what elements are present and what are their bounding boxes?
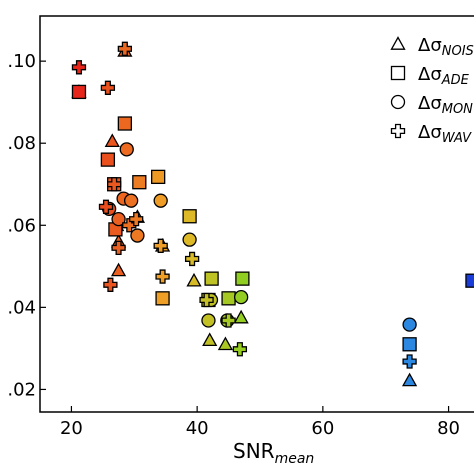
square-point <box>71 84 87 100</box>
y-tick-label: .04 <box>7 297 36 318</box>
legend-label-main: Δσ <box>418 122 442 143</box>
data-points <box>71 41 474 387</box>
x-tick-label: 60 <box>311 418 334 439</box>
square-point <box>182 209 197 224</box>
triangle-point <box>104 133 120 148</box>
axis-ticks: 20 40 60 80 .02 .04 .06 .08 .10 <box>7 51 460 439</box>
triangle-point <box>186 272 202 287</box>
triangle-point <box>202 332 218 347</box>
cross-point <box>153 238 168 253</box>
cross-point <box>155 269 170 284</box>
y-tick-label: .10 <box>7 51 36 72</box>
square-point <box>402 337 417 352</box>
legend-label-sub: ADE <box>441 73 470 88</box>
triangle-point <box>217 336 234 351</box>
square-point <box>465 273 474 288</box>
legend-cross-marker <box>390 123 406 139</box>
circle-point <box>402 317 417 332</box>
cross-point <box>122 218 137 233</box>
circle-point <box>123 193 139 208</box>
cross-point <box>98 199 114 214</box>
cross-point <box>184 251 200 267</box>
cross-point <box>199 292 214 308</box>
square-point <box>235 271 250 286</box>
cross-point <box>71 60 87 75</box>
legend-label-sub: NOIS <box>442 44 474 59</box>
legend-label: ΔσMON <box>418 93 473 117</box>
x-axis-label-main: SNR <box>233 439 275 463</box>
square-point <box>221 291 236 306</box>
cross-point <box>103 277 118 292</box>
cross-point <box>221 313 236 328</box>
triangle-point <box>110 262 127 277</box>
circle-point <box>153 193 168 208</box>
legend-label-sub: WAV <box>442 131 472 146</box>
cross-point <box>100 80 116 95</box>
circle-point <box>201 313 216 328</box>
triangle-point <box>233 309 249 324</box>
x-axis-label-sub: mean <box>275 451 315 467</box>
square-point <box>204 271 219 286</box>
legend-label-main: Δσ <box>418 93 442 114</box>
square-point <box>155 291 170 306</box>
circle-point <box>130 228 145 243</box>
circle-point <box>233 289 249 305</box>
y-tick-label: .02 <box>7 379 36 400</box>
y-tick-label: .06 <box>7 215 36 236</box>
legend-label: ΔσADE <box>418 64 470 88</box>
square-point <box>100 152 116 167</box>
cross-point <box>111 240 126 256</box>
legend-square-marker <box>390 65 406 81</box>
legend-label-main: Δσ <box>418 64 442 85</box>
legend-triangle-marker <box>390 36 406 50</box>
cross-point <box>107 177 122 192</box>
cross-point <box>232 342 248 357</box>
square-point <box>117 116 133 131</box>
legend-label: ΔσWAV <box>418 122 472 146</box>
legend-label-sub: MON <box>442 102 473 117</box>
square-point <box>132 175 147 190</box>
circle-point <box>182 232 197 247</box>
x-tick-label: 20 <box>60 418 83 439</box>
cross-point <box>117 41 133 56</box>
square-point <box>151 169 166 185</box>
x-tick-label: 40 <box>186 418 209 439</box>
legend-circle-marker <box>390 94 406 110</box>
triangle-point <box>401 372 418 387</box>
plot-frame <box>39 15 474 413</box>
cross-point <box>402 354 417 369</box>
y-tick-label: .08 <box>7 133 36 154</box>
circle-point <box>111 211 126 227</box>
x-tick-label: 80 <box>437 418 460 439</box>
x-axis-label: SNRmean <box>233 439 314 467</box>
cross-point <box>129 211 144 227</box>
circle-point <box>119 142 134 157</box>
legend-label: ΔσNOIS <box>418 35 474 59</box>
legend-label-main: Δσ <box>418 35 442 56</box>
